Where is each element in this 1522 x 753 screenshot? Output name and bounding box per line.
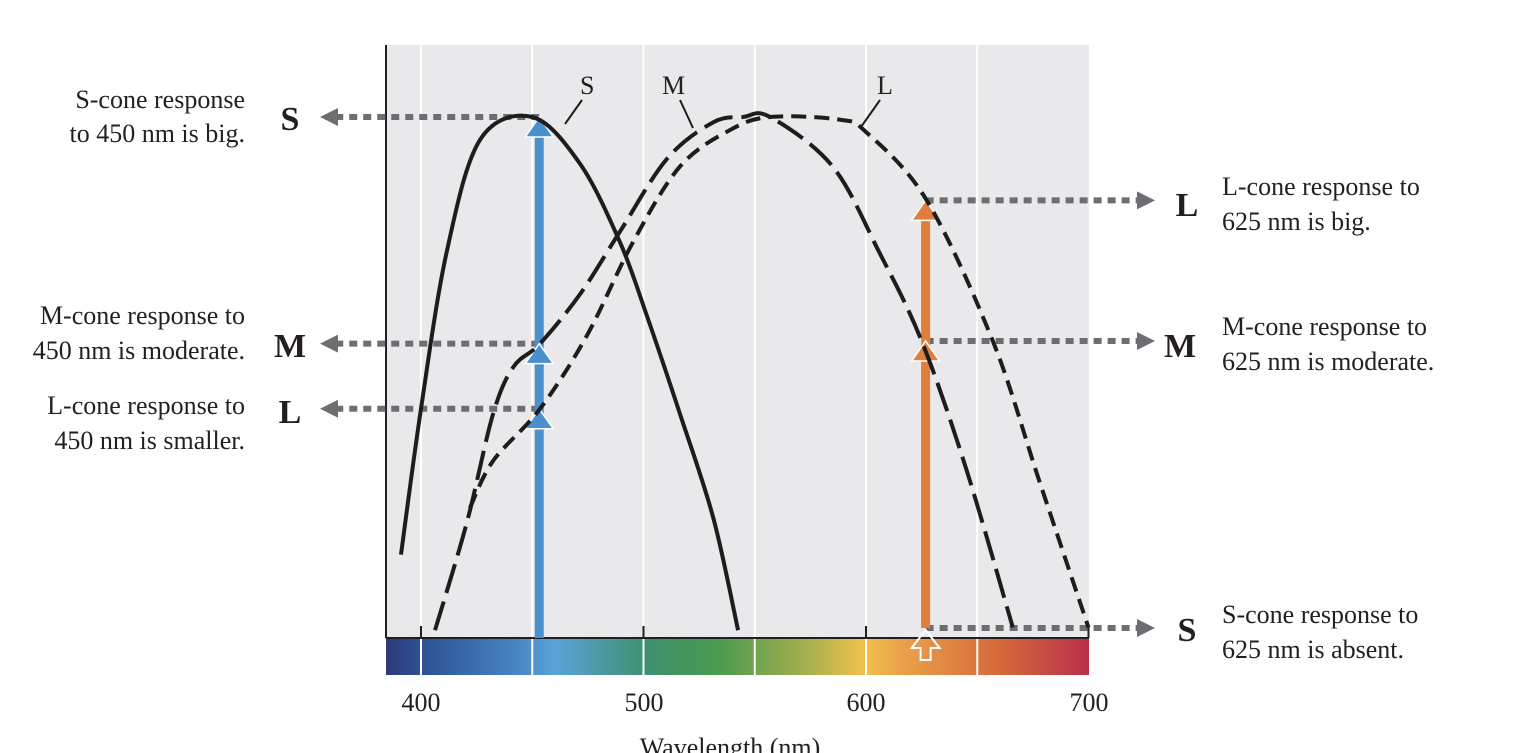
curve-label-m: M bbox=[662, 71, 685, 100]
curve-label-m-leader bbox=[679, 99, 694, 129]
arrowhead-icon bbox=[523, 115, 555, 138]
left-letter-s: S bbox=[281, 101, 300, 138]
curves bbox=[398, 111, 1091, 631]
right-annotation-s-line2: 625 nm is absent. bbox=[1222, 635, 1404, 664]
arrowhead-icon bbox=[1137, 191, 1155, 210]
left-annotation-l-line1: L-cone response to bbox=[47, 391, 245, 420]
curve-label-s: S bbox=[580, 71, 594, 100]
x-tick-label: 400 bbox=[402, 688, 441, 717]
arrowhead-icon bbox=[910, 199, 942, 222]
left-annotation-m-line1: M-cone response to bbox=[40, 301, 245, 330]
arrowhead-icon bbox=[320, 334, 338, 353]
left-annotation-s-line1: S-cone response bbox=[75, 85, 245, 114]
curve-label-l-leader bbox=[860, 99, 881, 128]
arrowhead-icon bbox=[320, 108, 338, 126]
hollow-arrow-icon bbox=[909, 628, 942, 661]
curve-label-l: L bbox=[877, 71, 893, 100]
right-letter-l: L bbox=[1176, 187, 1199, 224]
x-ticks bbox=[420, 626, 1090, 638]
left-annotation-s-line2: to 450 nm is big. bbox=[69, 119, 245, 148]
x-axis-label: Wavelength (nm) bbox=[640, 733, 821, 753]
curve-s bbox=[398, 113, 741, 631]
x-tick-label: 600 bbox=[847, 688, 886, 717]
left-letter-l: L bbox=[279, 394, 302, 431]
arrowhead-icon bbox=[523, 407, 555, 430]
spectrum-gridlines bbox=[420, 638, 979, 675]
curve-m bbox=[433, 111, 1015, 631]
right-annotation-l-line1: L-cone response to bbox=[1222, 172, 1420, 201]
curve-l bbox=[468, 114, 1091, 629]
x-tick-label: 700 bbox=[1070, 688, 1109, 717]
arrowhead-icon bbox=[1137, 332, 1155, 351]
left-letter-m: M bbox=[274, 328, 306, 365]
left-annotation-m-line2: 450 nm is moderate. bbox=[33, 336, 245, 365]
curve-label-s-leader bbox=[564, 99, 583, 125]
right-annotation-l-line2: 625 nm is big. bbox=[1222, 207, 1371, 236]
right-letter-s: S bbox=[1178, 612, 1197, 649]
spectrum-bar bbox=[386, 638, 1089, 675]
left-annotation-l-line2: 450 nm is smaller. bbox=[54, 426, 245, 455]
right-letter-m: M bbox=[1164, 328, 1196, 365]
right-annotation-m-line2: 625 nm is moderate. bbox=[1222, 347, 1434, 376]
arrowhead-icon bbox=[1137, 619, 1155, 637]
arrowhead-icon bbox=[320, 399, 338, 418]
right-annotation-m-line1: M-cone response to bbox=[1222, 312, 1427, 341]
arrowhead-icon bbox=[523, 342, 555, 365]
x-tick-label: 500 bbox=[625, 688, 664, 717]
right-annotation-s-line1: S-cone response to bbox=[1222, 600, 1418, 629]
